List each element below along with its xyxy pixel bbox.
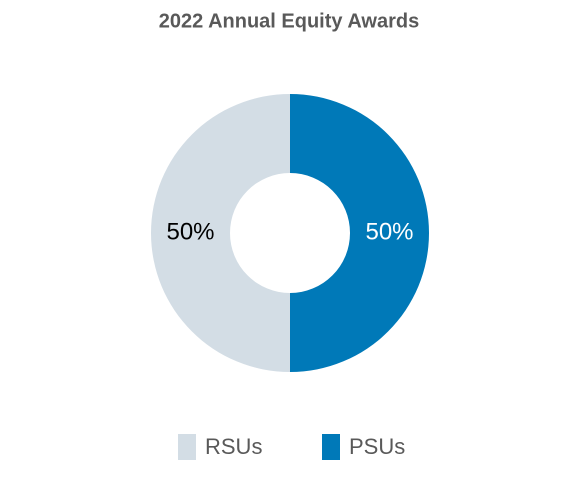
legend-label: RSUs (205, 434, 262, 459)
legend-swatch (178, 434, 196, 460)
chart-title: 2022 Annual Equity Awards (159, 10, 419, 32)
slice (151, 94, 290, 372)
slice (290, 94, 429, 372)
slice-label: 50% (166, 218, 214, 245)
legend-swatch (322, 434, 340, 460)
slice-label: 50% (365, 218, 413, 245)
legend-label: PSUs (349, 434, 405, 459)
